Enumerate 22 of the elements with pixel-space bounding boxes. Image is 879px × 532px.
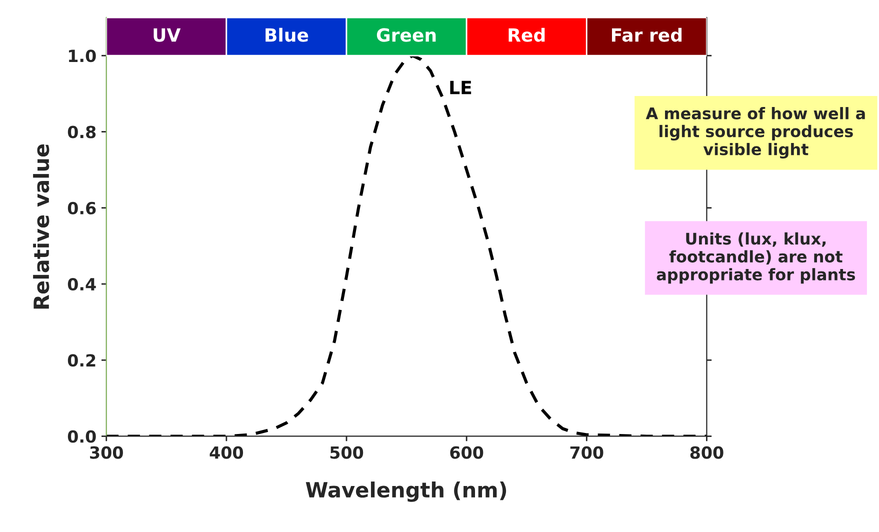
x-tick-label: 800 [690,446,724,459]
x-tick-label: 600 [450,446,484,459]
y-tick-label: 0.6 [68,202,96,214]
y-tick-label: 1.0 [68,50,96,62]
y-tick-label: 0.8 [68,126,96,138]
y-tick-label: 0.0 [68,430,96,443]
band-label: Far red [612,28,682,42]
y-axis-title: Relative value [33,144,50,309]
band-label: UV [154,28,181,42]
annotation: A measure of how well a light source produces visible light [646,107,865,159]
x-tick-label: 700 [570,446,604,459]
x-tick-label: 400 [210,446,244,459]
band-label: Blue [266,28,308,42]
y-tick-label: 0.4 [68,278,96,291]
y-tick-label: 0.2 [68,354,96,367]
x-tick-label: 300 [90,446,123,459]
band-label: Red [508,28,545,42]
x-tick-label: 500 [330,446,364,459]
x-axis-title: Wavelength (nm) [306,482,506,502]
annotation: Units (lux, klux, footcandle) are not appropriate for plants [656,232,856,284]
series-label: LE [450,80,472,94]
band-label: Green [376,28,436,42]
